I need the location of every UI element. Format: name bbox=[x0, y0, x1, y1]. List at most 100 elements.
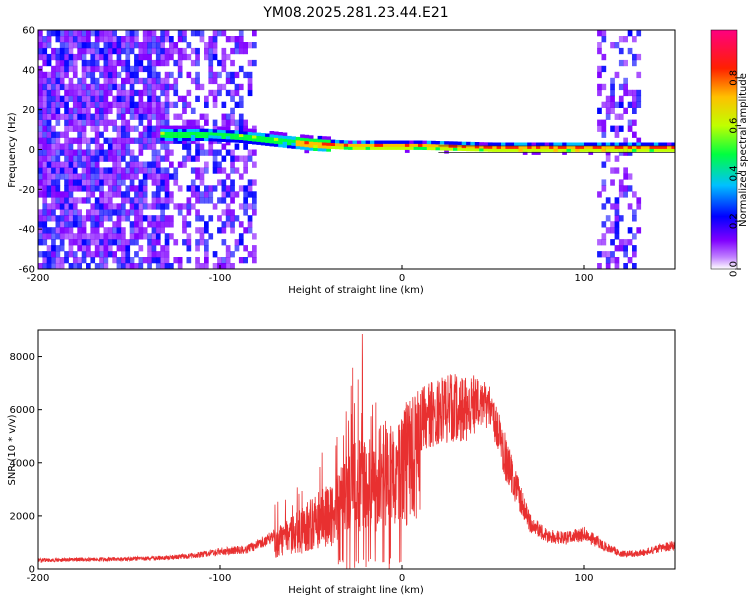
spectrogram-cell bbox=[121, 245, 126, 252]
spectrogram-cell bbox=[225, 173, 231, 180]
spectrogram-ridge-cell bbox=[518, 145, 524, 149]
spectrogram-ridge-cell bbox=[313, 144, 318, 148]
spectrogram-cell bbox=[225, 185, 231, 192]
spectrogram-cell bbox=[597, 47, 602, 55]
spectrogram-ridge-cell bbox=[356, 146, 362, 150]
spectrogram-cell bbox=[116, 143, 122, 150]
spectrogram-cell bbox=[46, 161, 52, 168]
spectrogram-cell bbox=[601, 65, 607, 73]
spectrogram-cell bbox=[81, 137, 87, 144]
spectrogram-ridge-cell bbox=[667, 148, 672, 152]
spectrogram-cell bbox=[212, 203, 218, 210]
spectrogram-cell bbox=[151, 107, 157, 114]
spectrogram-cell bbox=[90, 233, 96, 240]
spectrogram-cell bbox=[125, 239, 131, 246]
spectrogram-cell bbox=[169, 83, 174, 91]
spectrogram-cell bbox=[99, 101, 104, 108]
spectrogram-cell bbox=[46, 173, 52, 180]
spectrogram-cell bbox=[177, 59, 183, 67]
spectrogram-cell bbox=[46, 53, 52, 61]
spectrogram-cell bbox=[247, 227, 253, 234]
spectrogram-ridge-cell bbox=[618, 142, 624, 146]
spectrogram-cell bbox=[121, 42, 126, 49]
spectrogram-ridge-cell bbox=[557, 145, 563, 149]
spectrogram-cell bbox=[68, 65, 74, 73]
spectrogram-ridge-cell bbox=[278, 137, 283, 142]
spectrogram-ridge-cell bbox=[501, 142, 506, 146]
spectrogram-ridge-cell bbox=[326, 145, 331, 149]
spectrogram-ridge-cell bbox=[514, 148, 519, 152]
spectrogram-cell bbox=[51, 53, 56, 61]
spectrogram-cell bbox=[116, 59, 122, 67]
spectrogram-cell bbox=[247, 221, 253, 228]
spectrogram-ridge-cell bbox=[562, 145, 567, 149]
spectrogram-x-tick-label: 0 bbox=[399, 273, 405, 284]
spectrogram-cell bbox=[164, 167, 170, 174]
spectrogram-cell bbox=[121, 137, 126, 144]
spectrogram-cell bbox=[164, 107, 170, 114]
spectrogram-cell bbox=[112, 47, 117, 55]
spectrogram-cell bbox=[116, 95, 122, 102]
spectrogram-cell bbox=[103, 95, 109, 102]
spectrogram-cell bbox=[151, 221, 157, 228]
spectrogram-cell bbox=[138, 215, 144, 222]
spectrogram-ridge-cell bbox=[182, 131, 187, 135]
spectrogram-ridge-cell bbox=[295, 145, 301, 150]
spectrogram-ridge-cell bbox=[404, 143, 410, 147]
spectrogram-ridge-cell bbox=[308, 147, 314, 151]
spectrogram-cell bbox=[42, 83, 48, 91]
spectrogram-cell bbox=[204, 245, 209, 252]
spectrogram-cell bbox=[72, 83, 78, 91]
spectrogram-cell bbox=[99, 131, 104, 138]
spectrogram-cell bbox=[212, 47, 218, 55]
spectrogram-ridge-cell bbox=[461, 147, 467, 151]
spectrogram-cell bbox=[59, 215, 65, 222]
spectrogram-cell bbox=[129, 95, 135, 102]
spectrogram-ridge-cell bbox=[282, 132, 288, 136]
spectrogram-cell bbox=[151, 95, 157, 102]
spectrogram-ridge-cell bbox=[186, 134, 192, 138]
spectrogram-ridge-cell bbox=[190, 131, 196, 135]
spectrogram-cell bbox=[238, 125, 244, 132]
spectrogram-cell bbox=[94, 95, 100, 102]
spectrogram-ridge-cell bbox=[536, 148, 541, 152]
spectrogram-ridge-cell bbox=[273, 140, 279, 144]
spectrogram-cell bbox=[169, 71, 174, 79]
spectrogram-ridge-cell bbox=[260, 139, 266, 143]
spectrogram-ridge-cell bbox=[190, 134, 196, 138]
spectrogram-ridge-cell bbox=[584, 142, 589, 146]
spectrogram-cell bbox=[221, 155, 227, 162]
spectrogram-cell bbox=[81, 251, 87, 258]
spectrogram-cell bbox=[212, 161, 218, 168]
spectrogram-cell bbox=[601, 83, 607, 91]
spectrogram-cell bbox=[68, 125, 74, 132]
spectrogram-cell bbox=[86, 245, 91, 252]
spectrogram-cell bbox=[221, 197, 227, 204]
spectrogram-cell bbox=[116, 263, 122, 269]
spectrogram-ridge-cell bbox=[330, 142, 336, 146]
spectrogram-cell bbox=[597, 119, 602, 126]
spectrogram-cell bbox=[173, 59, 179, 67]
spectrogram-cell bbox=[632, 233, 637, 240]
spectrogram-cell bbox=[160, 251, 165, 258]
spectrogram-cell bbox=[169, 53, 174, 61]
spectrogram-cell bbox=[46, 203, 52, 210]
spectrogram-cell bbox=[623, 89, 628, 97]
spectrogram-cell bbox=[173, 239, 179, 246]
snr-y-tick-label: 0 bbox=[29, 565, 35, 576]
spectrogram-cell bbox=[204, 47, 209, 55]
spectrogram-ridge-cell bbox=[431, 143, 436, 148]
spectrogram-cell bbox=[112, 179, 117, 186]
spectrogram-cell bbox=[243, 161, 248, 168]
spectrogram-ridge-cell bbox=[518, 142, 524, 146]
spectrogram-cell bbox=[199, 227, 205, 234]
spectrogram-ridge-cell bbox=[653, 142, 659, 146]
spectrogram-cell bbox=[221, 257, 227, 264]
spectrogram-cell bbox=[81, 221, 87, 228]
spectrogram-cell bbox=[86, 95, 91, 102]
spectrogram-cell bbox=[94, 119, 100, 126]
spectrogram-ridge-cell bbox=[195, 125, 200, 129]
spectrogram-cell bbox=[610, 227, 615, 234]
spectrogram-cell bbox=[116, 47, 122, 55]
spectrogram-cell bbox=[116, 191, 122, 198]
